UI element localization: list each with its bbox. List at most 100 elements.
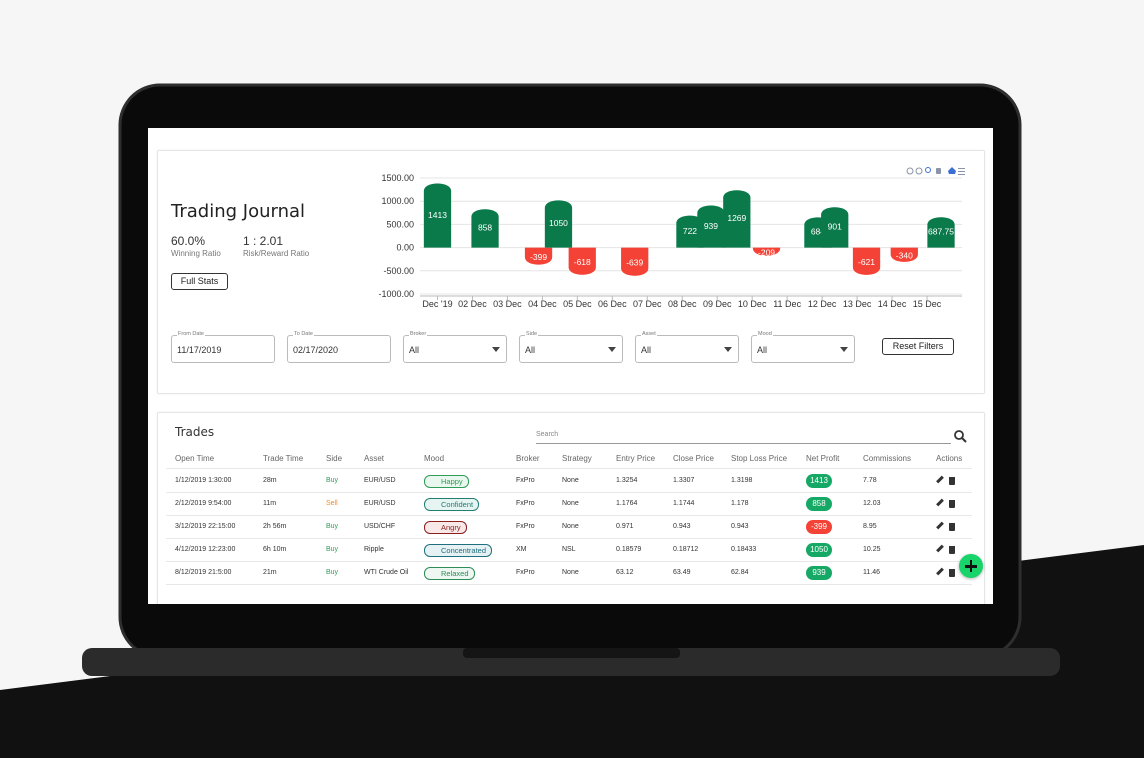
table-cell: None (562, 477, 579, 484)
table-cell: 0.18433 (731, 546, 757, 553)
add-trade-button[interactable] (959, 554, 983, 578)
column-header: Trade Time (263, 454, 304, 463)
table-cell: EUR/USD (364, 500, 396, 507)
bar-value-label: 1050 (549, 218, 568, 228)
bar (471, 209, 499, 248)
trades-title: Trades (175, 425, 215, 439)
y-tick-label: 1000.00 (381, 196, 414, 206)
table-cell: 1.1744 (673, 500, 695, 507)
x-tick-label: 07 Dec (633, 299, 662, 309)
row-divider (166, 538, 972, 539)
profit-chart: -1000.00 -500.00 0.00 500.00 1000.00 1500.00 D… (378, 167, 965, 309)
search-input[interactable]: Search (536, 431, 559, 438)
filter-value: All (641, 345, 652, 355)
table-cell: Buy (326, 523, 339, 530)
filter-field[interactable]: From Date 11/17/2019 (171, 331, 275, 363)
zoom-out-icon[interactable] (915, 167, 923, 175)
trades-panel (157, 412, 985, 604)
bar-value-label: 1413 (428, 210, 447, 220)
filter-value: All (525, 345, 536, 355)
table-cell: WTI Crude Oil (364, 569, 409, 576)
row-divider (166, 468, 972, 469)
laptop-notch (463, 648, 680, 658)
filter-field[interactable]: Asset All (635, 331, 739, 363)
table-cell: 6h 10m (263, 546, 287, 553)
filter-label: To Date (293, 331, 314, 337)
mood-badge: Confident (424, 498, 480, 511)
mood-badge: Concentrated (424, 544, 493, 557)
net-profit-pill: 1050 (806, 543, 832, 557)
filter-label: Asset (641, 331, 657, 337)
filter-value: 11/17/2019 (177, 345, 222, 355)
zoom-icon[interactable] (925, 167, 931, 173)
table-cell: 1.1764 (616, 500, 638, 507)
bar (752, 247, 781, 256)
table-cell: FxPro (516, 477, 535, 484)
table-cell: 1.3198 (731, 477, 753, 484)
menu-icon[interactable] (958, 168, 965, 169)
menu-icon (958, 174, 965, 175)
table-cell: 21m (263, 569, 277, 576)
bar (927, 217, 955, 248)
column-header: Stop Loss Price (731, 454, 788, 463)
delete-icon[interactable] (949, 569, 955, 577)
table-cell: 0.943 (673, 523, 691, 530)
bar-value-label: 722 (683, 226, 697, 236)
delete-icon[interactable] (949, 546, 955, 554)
table-cell: 28m (263, 477, 277, 484)
x-tick-label: 11 Dec (773, 299, 801, 309)
bar (852, 247, 881, 275)
table-cell: FxPro (516, 500, 535, 507)
filter-field[interactable]: Side All (519, 331, 623, 363)
bar (697, 205, 725, 248)
mood-badge: Angry (424, 521, 467, 534)
table-cell: 4/12/2019 12:23:00 (175, 546, 236, 553)
table-cell: Buy (326, 569, 339, 576)
delete-icon[interactable] (949, 523, 955, 531)
delete-icon[interactable] (949, 500, 955, 508)
filter-label: Mood (757, 331, 773, 337)
delete-icon[interactable] (949, 477, 955, 485)
bar (544, 200, 573, 248)
full-stats-button[interactable]: Full Stats (171, 273, 228, 290)
pan-icon[interactable] (936, 168, 941, 174)
mood-badge: Happy (424, 475, 469, 488)
bar-value-label: 1269 (727, 213, 746, 223)
filter-label: Side (525, 331, 539, 337)
filter-field[interactable]: Broker All (403, 331, 507, 363)
mood-badge: Relaxed (424, 567, 475, 580)
column-header: Open Time (175, 454, 215, 463)
reset-filters-button[interactable]: Reset Filters (882, 338, 954, 355)
x-tick-label: 15 Dec (913, 299, 942, 309)
x-tick-label: 13 Dec (843, 299, 872, 309)
table-cell: EUR/USD (364, 477, 396, 484)
dropdown-arrow (840, 347, 848, 352)
net-profit-pill: 939 (806, 566, 832, 580)
table-cell: 0.943 (731, 523, 749, 530)
bar (676, 215, 704, 248)
filter-label: From Date (177, 331, 205, 337)
x-tick-label: 02 Dec (458, 299, 487, 309)
bar-value-label: -639 (626, 257, 643, 267)
bar (568, 247, 596, 275)
dropdown-arrow (608, 347, 616, 352)
table-cell: NSL (562, 546, 576, 553)
table-cell: 2/12/2019 9:54:00 (175, 500, 232, 507)
filter-value: 02/17/2020 (293, 345, 339, 355)
table-cell: 63.12 (616, 569, 634, 576)
y-tick-label: -500.00 (383, 266, 414, 276)
filter-field[interactable]: Mood All (751, 331, 855, 363)
y-tick-label: -1000.00 (378, 289, 414, 299)
filter-field[interactable]: To Date 02/17/2020 (287, 331, 391, 363)
table-cell: Sell (326, 500, 338, 507)
zoom-in-icon[interactable] (906, 167, 914, 175)
stat-label: Risk/Reward Ratio (243, 249, 310, 258)
x-tick-label: 04 Dec (528, 299, 557, 309)
filter-value: All (409, 345, 420, 355)
home-icon[interactable] (948, 167, 956, 174)
search-icon[interactable] (953, 429, 967, 443)
table-cell: 2h 56m (263, 523, 287, 530)
table-cell: 1.178 (731, 500, 749, 507)
dropdown-arrow (492, 347, 500, 352)
